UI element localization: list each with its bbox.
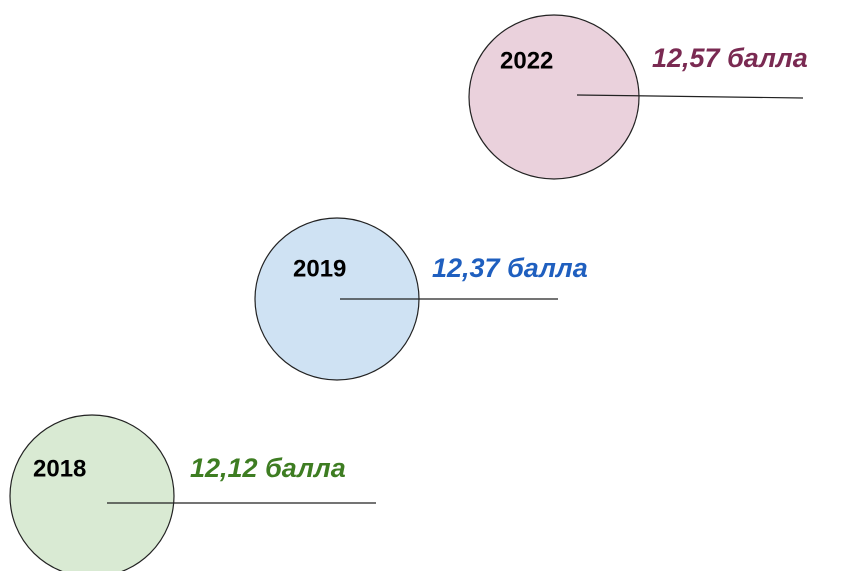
year-label: 2018 <box>33 455 86 482</box>
node-2018: 2018 12,12 балла <box>9 414 376 571</box>
circle <box>9 414 175 571</box>
node-2022: 2022 12,57 балла <box>468 14 808 180</box>
circle <box>468 14 640 180</box>
value-label: 12,12 балла <box>190 453 346 483</box>
node-2019: 2019 12,37 балла <box>254 217 588 381</box>
year-label: 2019 <box>293 255 346 282</box>
year-label: 2022 <box>500 47 553 74</box>
value-label: 12,57 балла <box>652 43 808 73</box>
connector <box>576 94 804 99</box>
value-label: 12,37 балла <box>432 253 588 283</box>
